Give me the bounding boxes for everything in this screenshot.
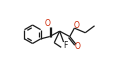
- Text: O: O: [44, 19, 50, 28]
- Text: O: O: [75, 42, 80, 51]
- Text: O: O: [74, 21, 80, 30]
- Text: F: F: [63, 41, 67, 50]
